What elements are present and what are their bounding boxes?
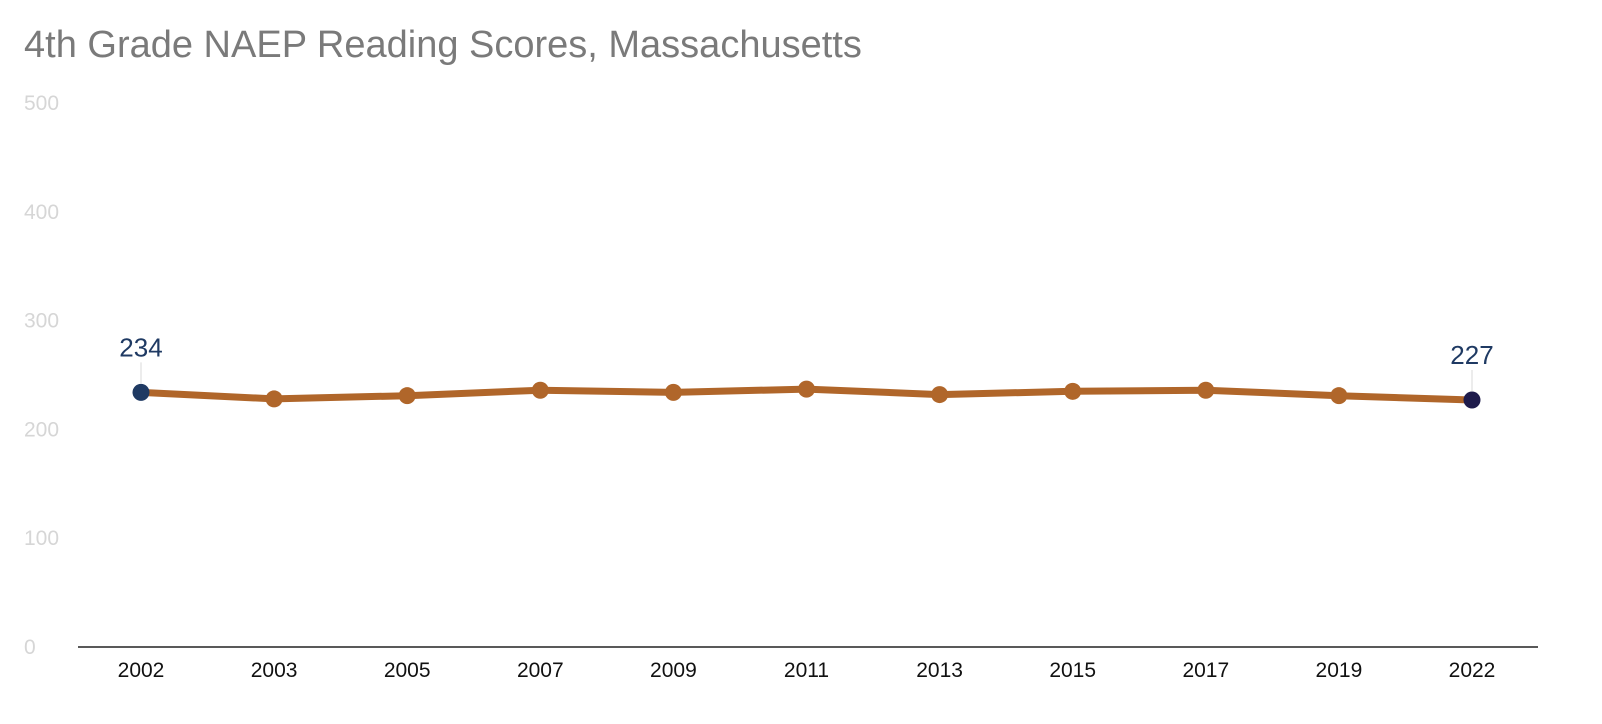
data-point xyxy=(265,390,283,408)
data-label: 234 xyxy=(119,332,162,362)
chart-title: 4th Grade NAEP Reading Scores, Massachus… xyxy=(24,24,862,66)
data-point xyxy=(1197,381,1215,399)
x-tick-label: 2002 xyxy=(118,659,165,682)
data-labels: 234 227 xyxy=(119,332,1493,370)
data-point xyxy=(1064,382,1082,400)
x-tick-label: 2003 xyxy=(251,659,298,682)
y-tick-label: 300 xyxy=(24,310,59,333)
data-point xyxy=(798,380,815,398)
data-point xyxy=(132,383,150,401)
x-tick-label: 2015 xyxy=(1049,659,1096,682)
data-point xyxy=(931,386,949,404)
x-tick-label: 2009 xyxy=(650,659,697,682)
x-tick-label: 2011 xyxy=(784,659,829,682)
data-point xyxy=(1330,387,1348,405)
data-points xyxy=(132,380,1481,409)
y-tick-label: 500 xyxy=(24,92,59,115)
x-tick-label: 2013 xyxy=(916,659,963,682)
x-axis-ticks: 2002 2003 2005 2007 2009 2011 2013 2015 2017 2019… xyxy=(118,659,1496,682)
data-label-leaders xyxy=(140,362,1473,392)
x-tick-label: 2017 xyxy=(1182,659,1229,682)
y-tick-label: 0 xyxy=(24,636,36,659)
data-label: 227 xyxy=(1450,340,1493,370)
data-point xyxy=(664,383,682,401)
y-tick-label: 200 xyxy=(24,418,59,441)
data-point xyxy=(398,387,416,405)
x-tick-label: 2005 xyxy=(384,659,431,682)
y-tick-label: 400 xyxy=(24,201,59,224)
x-tick-label: 2022 xyxy=(1449,659,1496,682)
x-tick-label: 2007 xyxy=(517,659,564,682)
y-tick-label: 100 xyxy=(24,527,59,550)
x-tick-label: 2019 xyxy=(1316,659,1363,682)
y-axis-ticks: 0 100 200 300 400 500 xyxy=(24,92,59,659)
data-point xyxy=(531,381,549,399)
data-point xyxy=(1463,391,1481,409)
